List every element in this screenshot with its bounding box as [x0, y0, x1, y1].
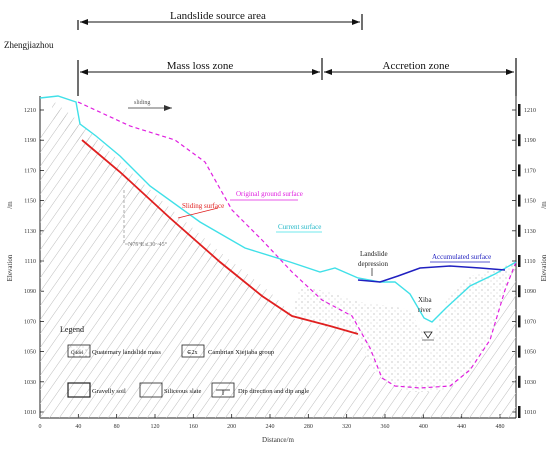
label-river-line2: river	[418, 306, 432, 314]
legend-label-gravelly-soil: Gravelly soil	[92, 388, 126, 395]
legend-symbol-quaternary: Q4del	[71, 351, 84, 356]
bottom-tick-label: 320	[342, 424, 351, 430]
legend-item-dip: Dip direction and dip angle	[211, 382, 309, 398]
label-current-text: Current surface	[278, 223, 321, 231]
left-tick-label: 1190	[24, 138, 36, 144]
bottom-tick-label: 0	[39, 424, 42, 430]
water-level-icon	[423, 331, 433, 339]
bottom-tick-label: 80	[114, 424, 120, 430]
label-accumulated: Accumulated surface	[430, 253, 491, 263]
left-tick-label: 1030	[24, 380, 36, 386]
right-tick-label: 1130	[524, 229, 536, 235]
left-tick-label: 1130	[24, 229, 36, 235]
label-depression-line2: depression	[358, 260, 388, 268]
right-axis-unit: /m	[540, 201, 548, 209]
dip-guide-line	[123, 190, 150, 245]
right-tick-label: 1010	[524, 410, 536, 416]
bottom-tick-label: 280	[304, 424, 313, 430]
accumulation-body	[290, 262, 516, 392]
legend-item-siliceous-slate: Siliceous slate	[139, 382, 201, 398]
right-tick-label: 1210	[524, 108, 536, 114]
zone-accretion-bracket: Accretion zone	[324, 58, 517, 96]
dip-note: N75°E∠30~45°	[128, 241, 168, 248]
legend-label-cambrian: Cambrian Xiejiaba group	[208, 349, 274, 356]
right-tick-label: 1090	[524, 289, 536, 295]
bottom-tick-label: 240	[266, 424, 275, 430]
right-tick-label: 1170	[524, 168, 536, 174]
zone-mass-loss-label: Mass loss zone	[167, 60, 234, 72]
right-tick-label: 1030	[524, 380, 536, 386]
legend-label-siliceous-slate: Siliceous slate	[164, 388, 201, 395]
current-surface-line	[39, 95, 517, 323]
left-tick-label: 1010	[24, 410, 36, 416]
bottom-tick-label: 40	[75, 424, 81, 430]
right-tick-label: 1190	[524, 138, 536, 144]
bottom-tick-label: 440	[457, 424, 466, 430]
label-accumulated-text: Accumulated surface	[432, 253, 491, 261]
left-tick-label: 1090	[24, 289, 36, 295]
distance-axis-title: Distance/m	[262, 436, 294, 444]
legend: Legend Q4del Quaternary landslide mass ∈…	[60, 325, 309, 398]
legend-label-dip: Dip direction and dip angle	[238, 388, 309, 395]
left-tick-label: 1110	[24, 259, 36, 265]
legend-item-quaternary: Q4del Quaternary landslide mass	[67, 344, 161, 358]
label-depression-line1: Landslide	[360, 250, 388, 258]
legend-title: Legend	[60, 325, 84, 334]
bottom-tick-label: 360	[381, 424, 390, 430]
label-river: Xiba river	[418, 296, 434, 341]
bottom-tick-label: 400	[419, 424, 428, 430]
sliding-direction-arrow: sliding	[128, 100, 172, 111]
distance-axis: 0 40 80 120 160 200 240 280 320 360 400 440 480 Dist…	[39, 414, 516, 444]
bedrock-hatch	[40, 106, 516, 418]
slope-hatch-band	[52, 100, 296, 322]
left-tick-label: 1070	[24, 319, 36, 325]
label-sliding: Sliding surface	[177, 202, 224, 219]
original-ground-surface-line	[77, 101, 517, 389]
zone-source-label: Landslide source area	[170, 10, 266, 22]
sliding-surface-line	[81, 139, 359, 335]
zone-mass-loss-bracket: Mass loss zone	[77, 58, 323, 96]
legend-item-cambrian: ∈2x Cambrian Xiejiaba group	[181, 344, 274, 358]
accumulated-surface-line	[357, 265, 506, 283]
right-tick-label: 1070	[524, 319, 536, 325]
left-tick-label: 1050	[24, 350, 36, 356]
left-elevation-axis: 1210 1190 1170 1150 1130 1110 1090 1070 1050 1030…	[6, 96, 44, 418]
label-river-line1: Xiba	[418, 296, 433, 304]
zone-source-bracket: Landslide source area	[77, 10, 363, 30]
left-tick-label: 1170	[24, 168, 36, 174]
legend-item-gravelly-soil: Gravelly soil	[67, 382, 126, 398]
bottom-tick-label: 480	[496, 424, 505, 430]
bottom-tick-label: 200	[227, 424, 236, 430]
right-tick-label: 1110	[524, 259, 536, 265]
place-label: Zhengjiazhou	[4, 40, 54, 50]
right-elevation-axis: 1210 1190 1170 1150 1130 1110 1090 1070 1050 1030…	[512, 96, 548, 418]
bottom-tick-label: 120	[151, 424, 160, 430]
legend-symbol-cambrian: ∈2x	[187, 350, 197, 356]
right-axis-title: Elevation	[540, 254, 548, 281]
bottom-tick-label: 160	[189, 424, 198, 430]
left-tick-label: 1150	[24, 199, 36, 205]
label-original-ground-text: Original ground surface	[236, 190, 303, 198]
right-tick-label: 1050	[524, 350, 536, 356]
zone-accretion-label: Accretion zone	[383, 60, 450, 72]
legend-label-quaternary: Quaternary landslide mass	[92, 349, 161, 356]
direction-arrow-text: sliding	[134, 100, 150, 106]
right-tick-label: 1150	[524, 199, 536, 205]
label-sliding-text: Sliding surface	[182, 202, 224, 210]
left-axis-title: Elevation	[6, 254, 14, 281]
label-depression: Landslide depression	[358, 250, 388, 276]
left-tick-label: 1210	[24, 108, 36, 114]
left-axis-unit: /m	[6, 201, 14, 209]
label-original-ground: Original ground surface	[230, 190, 303, 201]
label-current: Current surface	[276, 223, 322, 233]
